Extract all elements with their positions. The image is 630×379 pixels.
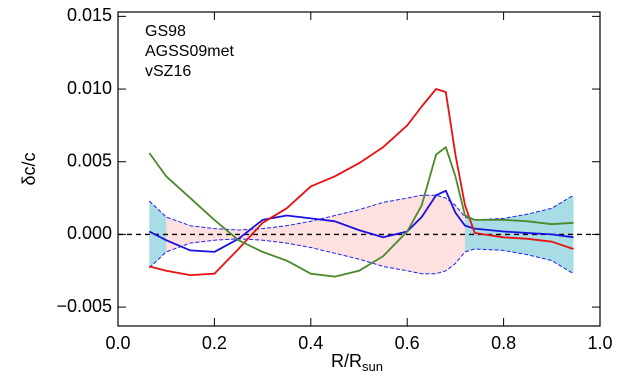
y-axis-label: δc/c: [19, 152, 39, 185]
band-edge: [148, 238, 574, 275]
x-tick-label: 0.8: [491, 333, 516, 353]
y-tick-label: 0.000: [67, 223, 112, 243]
x-tick-label: 0.6: [395, 333, 420, 353]
plot-frame: [117, 11, 601, 327]
y-tick-label: −0.005: [56, 296, 112, 316]
uncertainty-band-inner: [166, 195, 466, 274]
legend-entry: AGSS09met: [145, 43, 234, 60]
x-axis-label: R/Rsun: [331, 351, 383, 375]
x-tick-label: 0.4: [298, 333, 323, 353]
y-tick-label: 0.005: [67, 150, 112, 170]
x-axis-label-sub: sun: [362, 359, 383, 374]
x-tick-label: 0.2: [202, 333, 227, 353]
y-tick-label: 0.010: [67, 78, 112, 98]
legend-entry: vSZ16: [145, 63, 191, 80]
plot-area: [118, 88, 600, 278]
x-axis-label-main: R/R: [331, 351, 362, 371]
y-tick-label: 0.015: [67, 5, 112, 25]
series-line: [148, 189, 574, 253]
x-tick-label: 1.0: [587, 333, 612, 353]
series-line: [149, 88, 574, 276]
x-tick-label: 0.0: [105, 333, 130, 353]
series-line: [148, 146, 574, 278]
legend-entry: GS98: [145, 23, 186, 40]
